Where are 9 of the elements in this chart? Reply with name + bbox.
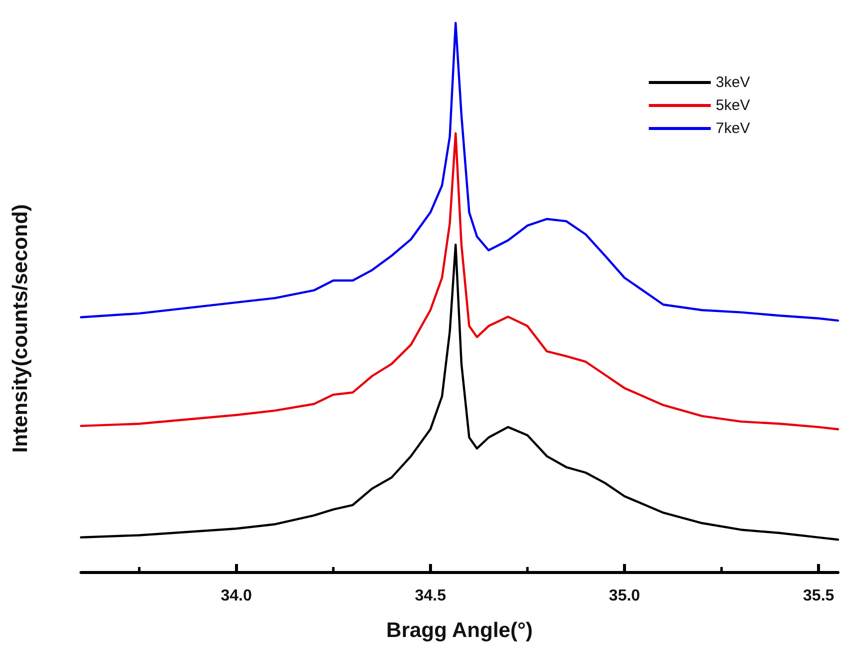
x-axis-title: Bragg Angle(°) — [386, 619, 533, 642]
legend-label: 5keV — [716, 97, 750, 114]
x-tick-label: 35.5 — [803, 588, 834, 604]
legend-label: 7keV — [716, 120, 750, 137]
x-tick-label: 35.0 — [608, 588, 640, 604]
y-axis-title: Intensity(counts/second) — [9, 204, 32, 453]
legend-label: 3keV — [716, 74, 750, 91]
x-tick-label: 34.5 — [414, 588, 446, 604]
x-tick-label: 34.0 — [220, 588, 252, 604]
